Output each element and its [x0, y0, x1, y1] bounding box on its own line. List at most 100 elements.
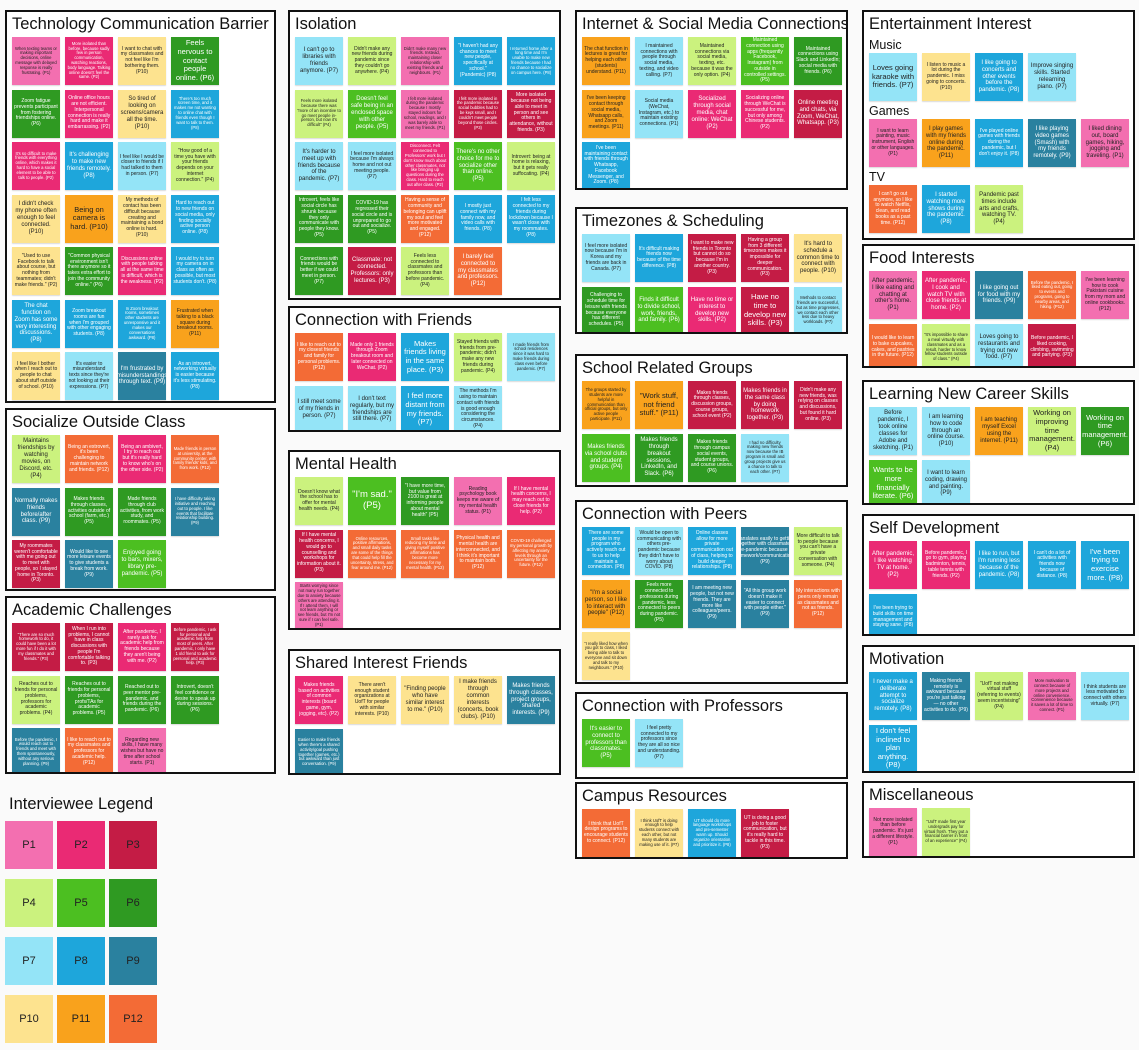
sticky-note: Challenging to schedule time for leisure…: [582, 286, 630, 332]
sticky-note: "Work stuff, not friend stuff." (P11): [635, 381, 683, 429]
sticky-note: As an introvert, networking virtually is…: [171, 352, 219, 400]
sticky-note: When texting teams or making important d…: [12, 37, 60, 85]
sticky-note: I think students are less motivated to c…: [1081, 672, 1129, 720]
sticky-note: Makes friends in the same class by doing…: [741, 381, 789, 429]
note-list: The chat function in lectures is great f…: [582, 37, 842, 188]
sticky-note: In Zoom breakout rooms, sometimes other …: [118, 299, 166, 348]
sticky-note: I'm frustrated by misunderstandings thro…: [118, 352, 166, 400]
sticky-note: Zoom breakout rooms are fun when I'm gro…: [65, 299, 113, 348]
legend-swatch: P12: [109, 995, 157, 1043]
group-title: Food Interests: [869, 249, 975, 267]
sticky-note: I can't do a lot of activities with frie…: [1028, 541, 1076, 589]
sticky-note: "I have more time, but value from 2100 i…: [401, 477, 449, 525]
sticky-note: The chat function in lectures is great f…: [582, 37, 630, 85]
group-box: Campus Resources I think that UofT design…: [575, 782, 848, 859]
sticky-note: "It's impossible to share a meal virtual…: [922, 323, 970, 366]
sticky-note: I feel pretty connected to my professors…: [635, 719, 683, 767]
sticky-note: I barely feel connected to my classmates…: [454, 247, 502, 295]
sticky-note: Regarding new skills, I have many wishes…: [118, 728, 166, 772]
sticky-note: Normally makes friends before/after clas…: [12, 487, 60, 536]
sticky-note: I maintained connections with people thr…: [635, 37, 683, 85]
sticky-note: Online office hours are not efficient. I…: [65, 89, 113, 138]
legend-swatch: P2: [57, 821, 105, 869]
legend-swatch: P9: [109, 937, 157, 985]
sticky-note: Methods to contact friends are successfu…: [794, 286, 842, 332]
note-list: I feel more isolated now because I'm in …: [582, 234, 842, 332]
group-title: Motivation: [869, 650, 945, 668]
note-list: After pandemic, I like watching TV at ho…: [869, 541, 1129, 634]
group-title: Self Development: [869, 519, 1000, 537]
sticky-note: So tired of looking on screens/camera al…: [118, 89, 166, 138]
sticky-note: Makes friends through classes, project g…: [507, 676, 555, 724]
sticky-note: If I have mental health concerns, I woul…: [295, 529, 343, 578]
sticky-note: Introvert: being at home is relaxing, bu…: [507, 142, 555, 190]
group-title: Learning New Career Skills: [869, 385, 1069, 403]
sticky-note: When I run into problems, I cannot have …: [65, 623, 113, 671]
group-title: Connection with Friends: [295, 311, 473, 329]
sticky-note: I can't go out anymore, so I like to wat…: [869, 185, 917, 233]
note-list: After pandemic, I like eating and chatti…: [869, 271, 1129, 366]
group-box: Entertainment Interest Music Loves going k…: [862, 10, 1135, 240]
sticky-note: "I haven't had any chances to meet new p…: [454, 37, 502, 85]
sticky-note: Enjoyed going to bars, mixers, library p…: [118, 540, 166, 588]
group-box: Mental Health Doesn't know what the schoo…: [288, 450, 561, 630]
sticky-note: Before the pandemic, I would reach out t…: [12, 728, 60, 772]
sticky-note: If I have mental health concerns, I may …: [507, 477, 555, 525]
sticky-note: After pandemic, I like eating and chatti…: [869, 271, 917, 319]
sticky-note: Introvert, feels like social circle has …: [295, 194, 343, 243]
sticky-note: I want to learn painting, music instrume…: [869, 119, 917, 167]
sticky-note: Online resources, positive affirmations,…: [348, 529, 396, 578]
sticky-note: Makes friends through breakout sessions,…: [635, 433, 683, 482]
sticky-note: I mostly just connect with my family now…: [454, 194, 502, 243]
sticky-note: "All this group work doesn't make it eas…: [741, 579, 789, 628]
sticky-note: I want to chat with my classmates and no…: [118, 37, 166, 85]
sticky-note: Being on camera is hard. (P10): [65, 194, 113, 243]
sticky-note: COVID-19 challenged my personal growth b…: [507, 529, 555, 578]
sticky-note: Before pandemic, I ask for personal and …: [171, 623, 219, 671]
sticky-note: "I really liked how when you got to clas…: [582, 632, 630, 680]
subgroup-title: Games: [869, 104, 910, 118]
legend-grid: P1 P2 P3 P4 P5 P6 P7 P8 P9 P10 P11 P12: [5, 821, 205, 1043]
sticky-note: Easier to make friends when there's a sh…: [295, 728, 343, 773]
sticky-note: I don't text regularly, but my friendshi…: [348, 385, 396, 430]
group-box: Connection with Professors It's easier to…: [575, 692, 848, 779]
sticky-note: Being an extrovert, it's been challengin…: [65, 435, 113, 483]
sticky-note: Would like to see more leisure events to…: [65, 540, 113, 588]
group-title: Mental Health: [295, 455, 397, 473]
group-box: Timezones & Scheduling I feel more isolat…: [575, 207, 848, 334]
sticky-note: Have no time to develop new skills. (P3): [741, 286, 789, 332]
sticky-note: I would try to turn my camera on in clas…: [171, 247, 219, 295]
sticky-note: Feels more connected to professors durin…: [635, 579, 683, 628]
sticky-note: More isolated because not being able to …: [507, 89, 555, 138]
sticky-note: Having a sense of community and belongin…: [401, 194, 449, 243]
sticky-note: I feel more distant from my friends. (P7…: [401, 385, 449, 430]
sticky-note: Pandemic past times include arts and cra…: [975, 185, 1023, 233]
sticky-note: UT is doing a good job to foster communi…: [741, 809, 789, 857]
sticky-note: Finds it difficult to divide school, wor…: [635, 286, 683, 332]
sticky-note: Wants to be more financially literate. (…: [869, 459, 917, 503]
sticky-note: Feels more isolated because there was "m…: [295, 89, 343, 138]
note-list: I think that UofT design programs to enc…: [582, 809, 842, 857]
sticky-note: I like going out for food with my friend…: [975, 271, 1023, 319]
sticky-note: I play games with my friends online duri…: [922, 119, 970, 167]
sticky-note: Makes friends via school clubs and stude…: [582, 433, 630, 482]
sticky-note: More isolated than before, because sadly…: [65, 37, 113, 85]
sticky-note: Improve singing skills. Started relearni…: [1028, 53, 1076, 101]
sticky-note: I am teaching myself Excel using the int…: [975, 407, 1023, 455]
sticky-note: Before pandemic, I liked cooking, climbi…: [1028, 323, 1076, 366]
sticky-note: Didn't make any new friends during pande…: [348, 37, 396, 85]
sticky-note: My methods of contact has been difficult…: [118, 194, 166, 243]
sticky-note: I want to make new friends in Toronto bu…: [688, 234, 736, 282]
sticky-note: I would like to learn to bake cupcakes, …: [869, 323, 917, 366]
sticky-note: I like going to concerts and other event…: [975, 53, 1023, 101]
sticky-note: I am learning how to code through an onl…: [922, 407, 970, 455]
sticky-note: I feel like I would be closer to friends…: [118, 142, 166, 190]
note-list: Not more isolated than before pandemic. …: [869, 808, 1129, 856]
sticky-note: Loves going karaoke with friends. (P7): [869, 53, 917, 101]
sticky-note: Being an ambivert, I try to reach out bu…: [118, 435, 166, 483]
group-box: Isolation I can't go to libraries with fr…: [288, 10, 561, 300]
sticky-note: "Used to use Facebook to talk about cour…: [12, 247, 60, 295]
sticky-note: Have no time or interest to develop new …: [688, 286, 736, 332]
sticky-note: Small tasks like reducing my time and gi…: [401, 529, 449, 578]
sticky-note: I've been maintaining contact with frien…: [582, 142, 630, 188]
